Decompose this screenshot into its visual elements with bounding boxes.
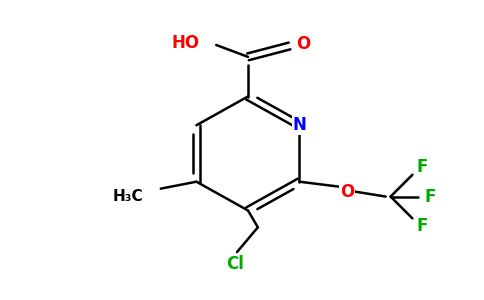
Text: F: F [417, 217, 428, 235]
Text: Cl: Cl [226, 255, 244, 273]
Text: F: F [424, 188, 436, 206]
Text: HO: HO [171, 34, 199, 52]
Text: O: O [340, 183, 354, 201]
Text: H₃C: H₃C [113, 189, 143, 204]
Text: F: F [417, 158, 428, 176]
Text: N: N [292, 116, 306, 134]
Text: O: O [296, 35, 311, 53]
